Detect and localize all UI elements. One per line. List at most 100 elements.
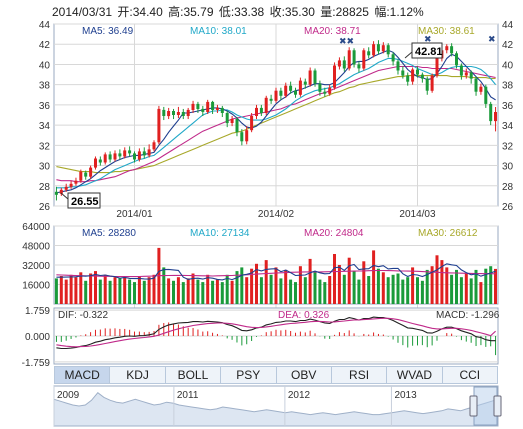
candle-body [191,103,195,110]
candle [279,87,283,100]
volume-ma5-line [56,263,496,281]
candle-body [420,74,424,79]
tab-psy[interactable]: PSY [221,367,277,383]
volume-bar [313,271,317,304]
candle [352,48,356,68]
volume-bar [74,277,78,304]
candle [123,147,127,159]
volume-bar [396,273,400,304]
candle [245,126,249,145]
tab-kdj[interactable]: KDJ [110,367,166,383]
quote-header: 2014/03/31 开:34.40 高:35.79 低:33.38 收:35.… [52,3,426,20]
volume-bar [376,268,380,304]
quote-close: 收:35.30 [269,5,315,19]
candle [137,148,141,162]
event-marker-icon[interactable]: ✖✖ [339,36,354,46]
price-tick-left: 40 [39,60,51,71]
candle [323,87,327,97]
navigator-tick: 2011 [177,390,199,401]
candle [494,107,497,132]
navigator-right-handle[interactable] [493,395,502,417]
candle-body [469,72,473,79]
date-tick: 2014/01 [116,209,153,220]
quote-low: 低:33.38 [218,5,265,19]
volume-bar [176,277,180,304]
volume-bar [274,267,278,304]
volume-bar [191,273,195,304]
volume-bar [411,267,415,304]
vol-legend-ma30: MA30: 26612 [418,228,478,239]
candle [147,144,151,158]
volume-bar [269,274,273,305]
candle-body [459,65,463,76]
volume-bar [235,271,239,304]
volume-bar [484,268,488,304]
candle [357,61,361,73]
volume-ma-legend: MA5: 28280 MA10: 27134 MA20: 24804 MA30:… [82,228,478,239]
tab-rsi[interactable]: RSI [332,367,388,383]
candle [196,101,200,113]
price-tick-left: 28 [39,182,51,193]
candle-body [347,50,351,69]
tab-wvad[interactable]: WVAD [387,367,443,383]
candle-body [401,70,405,76]
volume-bar [474,269,478,304]
tab-macd[interactable]: MACD [55,367,111,383]
candle-body [152,142,156,150]
candle-body [94,158,97,168]
macd-legend-dea: DEA: 0.326 [278,310,330,321]
volume-bar [147,277,151,304]
event-marker-icon[interactable]: ✖ [488,34,496,44]
candle-body [133,153,136,160]
tab-boll[interactable]: BOLL [166,367,222,383]
volume-bar [318,279,322,304]
candle-body [308,70,312,85]
candle [474,76,478,96]
navigator-left-handle[interactable] [469,395,478,417]
volume-bar [303,277,307,304]
candle [240,129,244,146]
volume-bar [391,274,395,305]
tab-cci[interactable]: CCI [459,368,481,382]
volume-bar [152,274,156,305]
tab-obv[interactable]: OBV [277,367,332,383]
candle [176,106,180,119]
price-tick-left: 34 [39,121,51,132]
event-marker-icon[interactable]: ✖ [424,34,432,44]
candle-body [289,85,293,91]
candle [455,51,458,69]
candle [186,107,190,120]
volume-bar [259,277,263,304]
candle [416,66,419,78]
candle [489,101,493,126]
candle [94,156,97,170]
macd-dif-line [56,316,496,350]
candle [435,55,439,78]
price-tick-right: 34 [502,121,514,132]
candle [479,83,483,95]
candle [337,57,341,70]
volume-bar [250,268,254,304]
candle [484,84,488,108]
volume-tick: 48000 [22,242,50,253]
volume-bar [489,266,493,304]
volume-tick: 16000 [22,281,50,292]
candle-body [376,44,380,52]
candle [298,77,302,97]
candle [459,63,463,80]
price-tick-right: 36 [502,101,514,112]
candle [303,78,307,89]
volume-bar [298,266,302,304]
candle [84,170,88,180]
candle-body [357,64,361,69]
volume-bar [420,280,424,304]
candle [406,72,410,86]
quote-volume: 量:28825 [320,5,369,19]
candle [269,94,273,104]
volume-bar [240,267,244,304]
volume-bar [84,280,88,304]
candle [201,105,205,117]
candle-body [425,78,429,91]
candle-body [406,75,410,82]
candle-body [298,80,302,95]
